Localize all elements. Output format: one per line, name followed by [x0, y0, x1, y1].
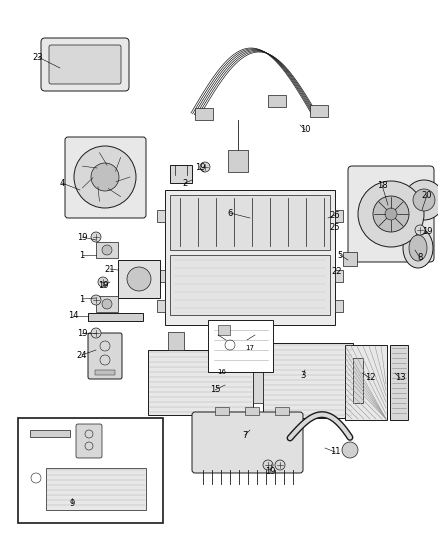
Text: 19: 19	[265, 467, 275, 477]
Bar	[118, 260, 160, 298]
Text: 26: 26	[330, 211, 340, 220]
Bar	[96, 242, 118, 258]
Bar	[223, 332, 239, 350]
Bar	[345, 345, 387, 420]
Text: 4: 4	[60, 179, 65, 188]
Text: 8: 8	[417, 254, 423, 262]
Bar	[390, 345, 408, 420]
Circle shape	[263, 460, 273, 470]
FancyBboxPatch shape	[49, 45, 121, 84]
Text: 23: 23	[33, 52, 43, 61]
Text: 9: 9	[69, 498, 74, 507]
Text: 19: 19	[98, 281, 108, 290]
Bar	[263, 343, 353, 418]
Text: 11: 11	[330, 448, 340, 456]
Ellipse shape	[409, 235, 427, 261]
Bar	[30, 430, 70, 437]
FancyBboxPatch shape	[65, 137, 146, 218]
Text: 10: 10	[300, 125, 310, 134]
Text: 19: 19	[422, 228, 432, 237]
Text: 13: 13	[395, 374, 405, 383]
Circle shape	[91, 163, 119, 191]
Text: 3: 3	[300, 370, 306, 379]
Bar	[148, 350, 253, 415]
Circle shape	[385, 208, 397, 220]
Bar	[253, 358, 263, 403]
Text: 18: 18	[377, 181, 387, 190]
Bar	[18, 418, 163, 523]
FancyBboxPatch shape	[41, 38, 129, 91]
Ellipse shape	[403, 228, 433, 268]
Text: 25: 25	[330, 223, 340, 232]
Bar	[170, 165, 192, 183]
Bar	[46, 468, 146, 510]
Text: 19: 19	[77, 232, 87, 241]
Circle shape	[404, 180, 438, 220]
Bar	[165, 190, 335, 325]
Circle shape	[98, 277, 108, 287]
Bar	[168, 332, 184, 350]
Circle shape	[91, 232, 101, 242]
Text: 2: 2	[182, 179, 187, 188]
Bar	[228, 150, 248, 172]
Text: 17: 17	[246, 345, 254, 351]
Circle shape	[358, 181, 424, 247]
FancyBboxPatch shape	[192, 412, 303, 473]
Circle shape	[127, 267, 151, 291]
Text: 19: 19	[195, 164, 205, 173]
Bar	[157, 270, 165, 282]
Text: 15: 15	[210, 385, 220, 394]
Circle shape	[200, 162, 210, 172]
Text: 5: 5	[337, 251, 343, 260]
Circle shape	[342, 442, 358, 458]
Bar	[157, 300, 165, 312]
Bar	[215, 407, 229, 415]
Bar	[195, 108, 213, 120]
Bar	[218, 325, 230, 335]
Bar	[96, 296, 118, 312]
Text: 22: 22	[332, 268, 342, 277]
Circle shape	[102, 299, 112, 309]
Text: 1: 1	[79, 295, 85, 303]
Circle shape	[91, 295, 101, 305]
Bar	[95, 370, 115, 375]
Circle shape	[74, 146, 136, 208]
Text: 16: 16	[218, 369, 226, 375]
Bar	[88, 313, 143, 321]
Circle shape	[275, 460, 285, 470]
Text: 19: 19	[77, 328, 87, 337]
Text: 6: 6	[227, 208, 233, 217]
Bar	[310, 105, 328, 117]
Text: 14: 14	[68, 311, 78, 320]
Bar	[157, 210, 165, 222]
Text: 12: 12	[365, 374, 375, 383]
Bar	[335, 300, 343, 312]
FancyBboxPatch shape	[88, 333, 122, 379]
Bar	[208, 320, 273, 372]
Bar	[335, 270, 343, 282]
FancyBboxPatch shape	[348, 166, 434, 262]
Bar	[275, 407, 289, 415]
Text: 1: 1	[79, 251, 85, 260]
Bar	[170, 195, 330, 250]
Bar	[335, 210, 343, 222]
Circle shape	[91, 328, 101, 338]
Circle shape	[102, 245, 112, 255]
Bar	[353, 358, 363, 403]
Text: 20: 20	[422, 190, 432, 199]
Bar	[268, 95, 286, 107]
Text: 24: 24	[77, 351, 87, 359]
FancyBboxPatch shape	[76, 424, 102, 458]
Bar	[343, 252, 357, 266]
Circle shape	[413, 189, 435, 211]
Bar	[245, 407, 259, 415]
Text: 21: 21	[105, 264, 115, 273]
Bar	[170, 255, 330, 315]
Text: 7: 7	[242, 431, 247, 440]
Circle shape	[373, 196, 409, 232]
Circle shape	[415, 225, 425, 235]
